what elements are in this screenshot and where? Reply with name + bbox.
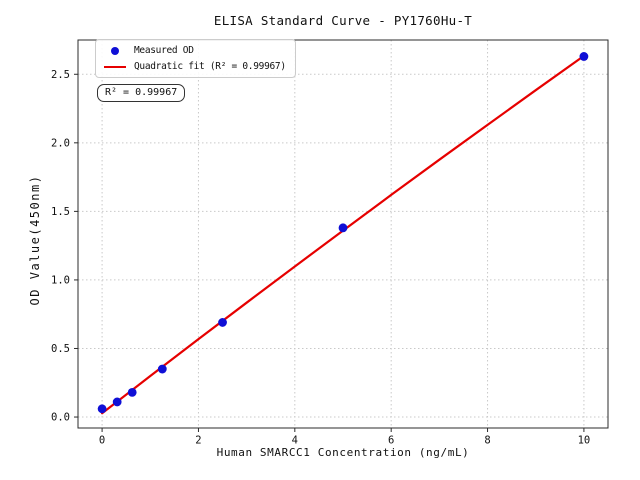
legend-measured-marker bbox=[103, 46, 127, 55]
data-point bbox=[157, 364, 167, 374]
x-tick-label: 10 bbox=[578, 435, 591, 447]
data-point bbox=[579, 52, 589, 61]
data-point bbox=[218, 318, 227, 327]
legend: Measured OD Quadratic fit (R² = 0.99967) bbox=[95, 39, 296, 78]
data-point bbox=[127, 387, 137, 397]
chart-title: ELISA Standard Curve - PY1760Hu-T bbox=[213, 13, 473, 28]
legend-fit-label: Quadratic fit (R² = 0.99967) bbox=[134, 61, 286, 72]
legend-measured-label: Measured OD bbox=[134, 45, 194, 56]
x-tick-label: 6 bbox=[388, 435, 394, 447]
y-tick-label: 1.0 bbox=[51, 274, 70, 286]
y-axis-label: OD Value(450nm) bbox=[28, 174, 42, 306]
y-tick-label: 2.5 bbox=[51, 69, 70, 81]
data-point bbox=[338, 223, 348, 233]
y-tick-label: 0.0 bbox=[51, 412, 70, 424]
x-tick-label: 4 bbox=[292, 435, 298, 447]
fit-line-icon bbox=[104, 65, 126, 68]
plot-border bbox=[77, 39, 609, 429]
x-axis-label: Human SMARCC1 Concentration (ng/mL) bbox=[216, 446, 470, 459]
measured-od-dot-icon bbox=[111, 46, 119, 55]
legend-entry-fit: Quadratic fit (R² = 0.99967) bbox=[103, 61, 286, 72]
y-tick-label: 1.5 bbox=[51, 206, 70, 218]
x-tick-label: 2 bbox=[195, 435, 201, 447]
fit-line bbox=[100, 54, 586, 415]
y-tick-label: 2.0 bbox=[51, 137, 70, 149]
y-tick-label: 0.5 bbox=[51, 343, 70, 355]
x-tick-label: 8 bbox=[484, 435, 490, 447]
r-squared-annotation: R² = 0.99967 bbox=[97, 84, 186, 102]
data-point bbox=[112, 397, 122, 407]
data-point bbox=[97, 404, 107, 414]
legend-entry-measured: Measured OD bbox=[103, 45, 286, 56]
x-tick-label: 0 bbox=[99, 435, 105, 447]
legend-fit-marker bbox=[103, 65, 127, 68]
